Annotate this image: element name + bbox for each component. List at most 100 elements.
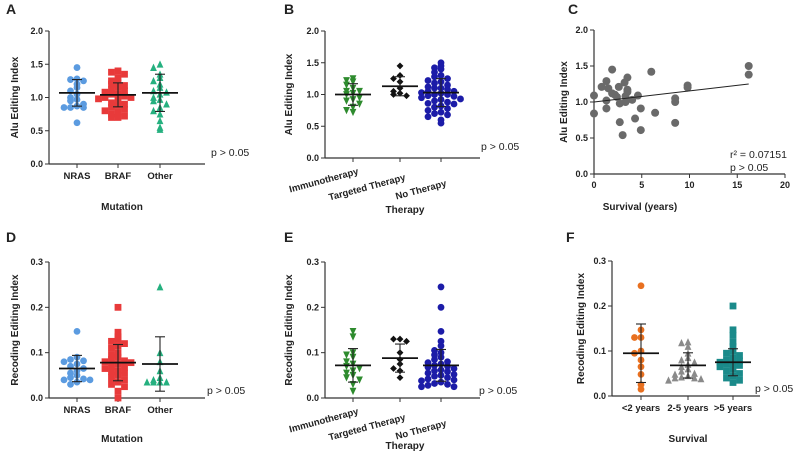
data-point (621, 98, 630, 106)
data-point (665, 376, 672, 384)
group-nras (60, 64, 87, 127)
data-point (80, 375, 87, 383)
y-axis-title: Recoding Editing Index (284, 274, 295, 386)
data-point (121, 100, 128, 108)
data-point (602, 104, 611, 113)
data-point (390, 365, 397, 372)
panel-letter: F (566, 229, 575, 245)
data-point (736, 370, 743, 377)
panel-e: E 0.0 0.1 0.2 0.3 Recoding Editing Index Thera… (284, 229, 517, 452)
y-tick-label: 0.0 (306, 153, 319, 163)
data-point (101, 365, 109, 372)
data-point (121, 92, 128, 100)
data-point (403, 337, 410, 345)
y-axis-title: Alu Editing Index (559, 61, 570, 143)
x-axis-title: Therapy (386, 205, 425, 216)
data-point (356, 376, 363, 384)
data-point (651, 108, 660, 117)
data-point (349, 387, 357, 396)
data-point (450, 376, 458, 384)
panel-a: A 0.0 0.5 1.0 1.5 2.0 Alu Editing Index Mutatio… (6, 1, 249, 213)
data-point (108, 99, 115, 107)
data-point (114, 378, 122, 386)
data-point (424, 381, 432, 389)
data-point (67, 374, 74, 381)
y-tick-label: 2.0 (30, 26, 43, 36)
data-point (608, 65, 617, 74)
data-point (356, 87, 363, 96)
data-point (450, 371, 458, 378)
x-axis-title: Therapy (386, 441, 425, 452)
annotation: p > 0.05 (211, 147, 249, 159)
data-point (450, 383, 458, 391)
panel-letter: B (284, 1, 294, 17)
data-point (114, 328, 122, 336)
y-tick-label: 0.1 (30, 348, 43, 358)
data-point (450, 365, 458, 372)
data-point (114, 303, 122, 311)
data-point (150, 76, 157, 85)
data-point (723, 367, 730, 375)
data-point (150, 106, 157, 115)
y-tick-label: 2.0 (306, 26, 319, 36)
data-point (108, 104, 115, 111)
data-point (736, 376, 743, 384)
data-point (114, 387, 122, 395)
x-axis-title: Mutation (101, 434, 143, 445)
data-point (108, 344, 115, 352)
data-point (114, 67, 122, 75)
data-point (80, 77, 87, 85)
data-point (678, 362, 685, 371)
data-point (437, 303, 445, 311)
data-point (723, 361, 730, 368)
data-point (101, 107, 109, 115)
data-point (343, 77, 350, 85)
data-point (108, 80, 115, 88)
annotation: p > 0.05 (755, 383, 793, 395)
data-point (437, 283, 445, 291)
data-point (163, 88, 170, 96)
category-label: Other (147, 171, 173, 182)
y-tick-label: 0.0 (306, 393, 319, 403)
data-point (108, 68, 115, 76)
data-point (684, 342, 692, 350)
data-point (637, 385, 645, 393)
data-point (108, 351, 115, 359)
data-point (424, 106, 432, 114)
data-point (356, 100, 363, 108)
data-point (396, 72, 404, 79)
data-point (431, 110, 438, 117)
data-point (121, 106, 128, 113)
data-point (73, 64, 81, 71)
annotation: p > 0.05 (479, 385, 517, 397)
regression-line (593, 83, 749, 103)
data-point (60, 358, 68, 366)
data-point (390, 91, 397, 98)
data-point (691, 369, 698, 377)
x-axis-title: Survival (years) (603, 202, 678, 213)
y-tick-label: 1.5 (306, 58, 319, 68)
data-point (108, 381, 115, 388)
data-point (95, 95, 102, 103)
data-point (431, 97, 438, 105)
data-point (121, 376, 128, 384)
data-point (121, 87, 128, 95)
data-point (671, 118, 680, 127)
y-tick-label: 0.5 (30, 126, 43, 136)
data-point (678, 367, 685, 375)
data-point (623, 73, 632, 82)
data-point (723, 349, 730, 357)
data-point (396, 62, 404, 70)
data-point (108, 337, 115, 345)
y-tick-label: 0.5 (306, 121, 319, 131)
data-point (444, 374, 451, 381)
data-point (729, 343, 737, 350)
category-label: Other (147, 405, 173, 416)
data-point (744, 70, 753, 79)
data-point (590, 109, 598, 118)
data-point (678, 373, 685, 381)
category-label: BRAF (105, 171, 132, 182)
data-point (615, 118, 624, 127)
group-no-therapy (418, 283, 458, 391)
x-tick-label: 20 (780, 180, 790, 190)
